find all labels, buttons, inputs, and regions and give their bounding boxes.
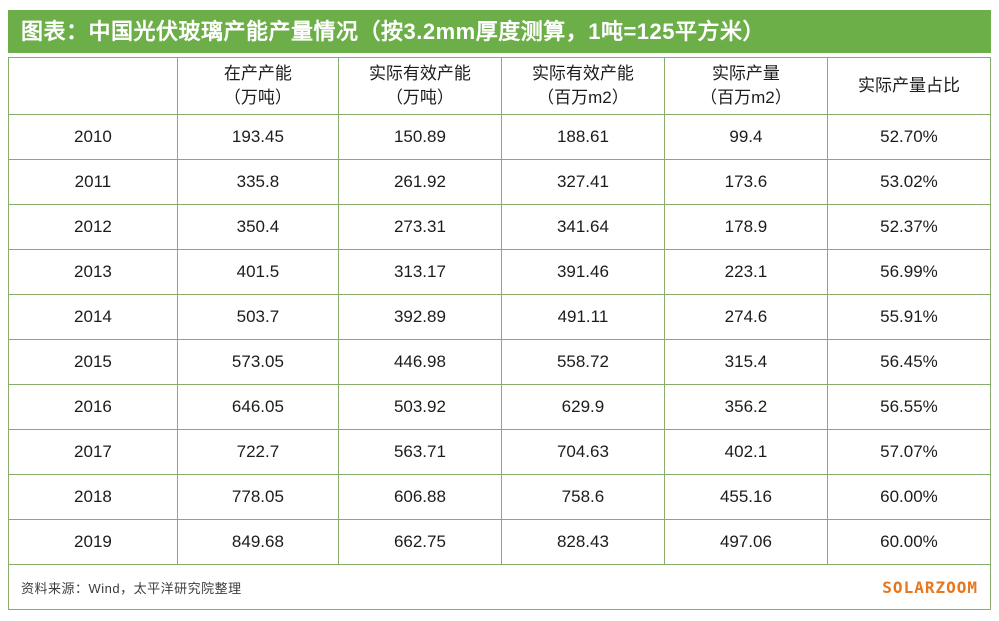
year-cell: 2012	[8, 204, 178, 250]
col-header-effective-capacity-m2: 实际有效产能 （百万m2）	[500, 57, 665, 115]
value-cell: 401.5	[176, 249, 339, 295]
footer-cell: 资料来源：Wind，太平洋研究院整理 SOLARZOOM	[8, 564, 991, 610]
year-cell: 2018	[8, 474, 178, 520]
value-cell: 178.9	[663, 204, 828, 250]
value-cell: 188.61	[500, 114, 665, 160]
value-cell: 150.89	[337, 114, 502, 160]
value-cell: 446.98	[337, 339, 502, 385]
header-row: 在产产能 （万吨） 实际有效产能 （万吨） 实际有效产能 （百万m2） 实际产量…	[8, 57, 992, 115]
value-cell: 455.16	[663, 474, 828, 520]
year-cell: 2019	[8, 519, 178, 565]
value-cell: 327.41	[500, 159, 665, 205]
value-cell: 60.00%	[826, 519, 992, 565]
value-cell: 223.1	[663, 249, 828, 295]
title-bar: 图表：中国光伏玻璃产能产量情况（按3.2mm厚度测算，1吨=125平方米）	[8, 10, 991, 53]
year-cell: 2013	[8, 249, 178, 295]
year-cell: 2010	[8, 114, 178, 160]
value-cell: 503.7	[176, 294, 339, 340]
value-cell: 758.6	[500, 474, 665, 520]
col-header-actual-output: 实际产量 （百万m2）	[663, 57, 828, 115]
table-row: 2013 401.5 313.17 391.46 223.1 56.99%	[8, 249, 992, 295]
source-note: 资料来源：Wind，太平洋研究院整理	[21, 580, 242, 596]
value-cell: 391.46	[500, 249, 665, 295]
value-cell: 56.55%	[826, 384, 992, 430]
table-row: 2018 778.05 606.88 758.6 455.16 60.00%	[8, 474, 992, 520]
value-cell: 60.00%	[826, 474, 992, 520]
value-cell: 402.1	[663, 429, 828, 475]
page-title: 图表：中国光伏玻璃产能产量情况（按3.2mm厚度测算，1吨=125平方米）	[21, 19, 765, 44]
value-cell: 828.43	[500, 519, 665, 565]
value-cell: 56.99%	[826, 249, 992, 295]
value-cell: 356.2	[663, 384, 828, 430]
table-row: 2016 646.05 503.92 629.9 356.2 56.55%	[8, 384, 992, 430]
value-cell: 57.07%	[826, 429, 992, 475]
footer-row: 资料来源：Wind，太平洋研究院整理 SOLARZOOM	[8, 564, 991, 610]
year-cell: 2016	[8, 384, 178, 430]
table-row: 2010 193.45 150.89 188.61 99.4 52.70%	[8, 114, 992, 160]
value-cell: 606.88	[337, 474, 502, 520]
value-cell: 274.6	[663, 294, 828, 340]
value-cell: 849.68	[176, 519, 339, 565]
value-cell: 563.71	[337, 429, 502, 475]
value-cell: 273.31	[337, 204, 502, 250]
table-row: 2014 503.7 392.89 491.11 274.6 55.91%	[8, 294, 992, 340]
col-header-year	[8, 57, 178, 115]
value-cell: 53.02%	[826, 159, 992, 205]
year-cell: 2015	[8, 339, 178, 385]
col-header-output-ratio: 实际产量占比	[826, 57, 992, 115]
table-row: 2012 350.4 273.31 341.64 178.9 52.37%	[8, 204, 992, 250]
value-cell: 558.72	[500, 339, 665, 385]
year-cell: 2011	[8, 159, 178, 205]
table-body: 2010 193.45 150.89 188.61 99.4 52.70% 2011 335.…	[8, 114, 992, 565]
value-cell: 629.9	[500, 384, 665, 430]
value-cell: 392.89	[337, 294, 502, 340]
value-cell: 722.7	[176, 429, 339, 475]
solarzoom-logo: SOLARZOOM	[882, 577, 978, 597]
value-cell: 341.64	[500, 204, 665, 250]
pv-glass-table: 在产产能 （万吨） 实际有效产能 （万吨） 实际有效产能 （百万m2） 实际产量…	[8, 57, 992, 610]
value-cell: 491.11	[500, 294, 665, 340]
table-row: 2017 722.7 563.71 704.63 402.1 57.07%	[8, 429, 992, 475]
value-cell: 173.6	[663, 159, 828, 205]
year-cell: 2017	[8, 429, 178, 475]
table-row: 2011 335.8 261.92 327.41 173.6 53.02%	[8, 159, 992, 205]
col-header-effective-capacity-tons: 实际有效产能 （万吨）	[337, 57, 502, 115]
col-header-capacity: 在产产能 （万吨）	[176, 57, 339, 115]
value-cell: 503.92	[337, 384, 502, 430]
value-cell: 704.63	[500, 429, 665, 475]
value-cell: 646.05	[176, 384, 339, 430]
value-cell: 52.37%	[826, 204, 992, 250]
value-cell: 99.4	[663, 114, 828, 160]
value-cell: 335.8	[176, 159, 339, 205]
table-row: 2015 573.05 446.98 558.72 315.4 56.45%	[8, 339, 992, 385]
value-cell: 261.92	[337, 159, 502, 205]
year-cell: 2014	[8, 294, 178, 340]
value-cell: 56.45%	[826, 339, 992, 385]
value-cell: 52.70%	[826, 114, 992, 160]
value-cell: 573.05	[176, 339, 339, 385]
value-cell: 778.05	[176, 474, 339, 520]
value-cell: 193.45	[176, 114, 339, 160]
table-row: 2019 849.68 662.75 828.43 497.06 60.00%	[8, 519, 992, 565]
value-cell: 315.4	[663, 339, 828, 385]
value-cell: 350.4	[176, 204, 339, 250]
value-cell: 313.17	[337, 249, 502, 295]
value-cell: 55.91%	[826, 294, 992, 340]
value-cell: 497.06	[663, 519, 828, 565]
value-cell: 662.75	[337, 519, 502, 565]
